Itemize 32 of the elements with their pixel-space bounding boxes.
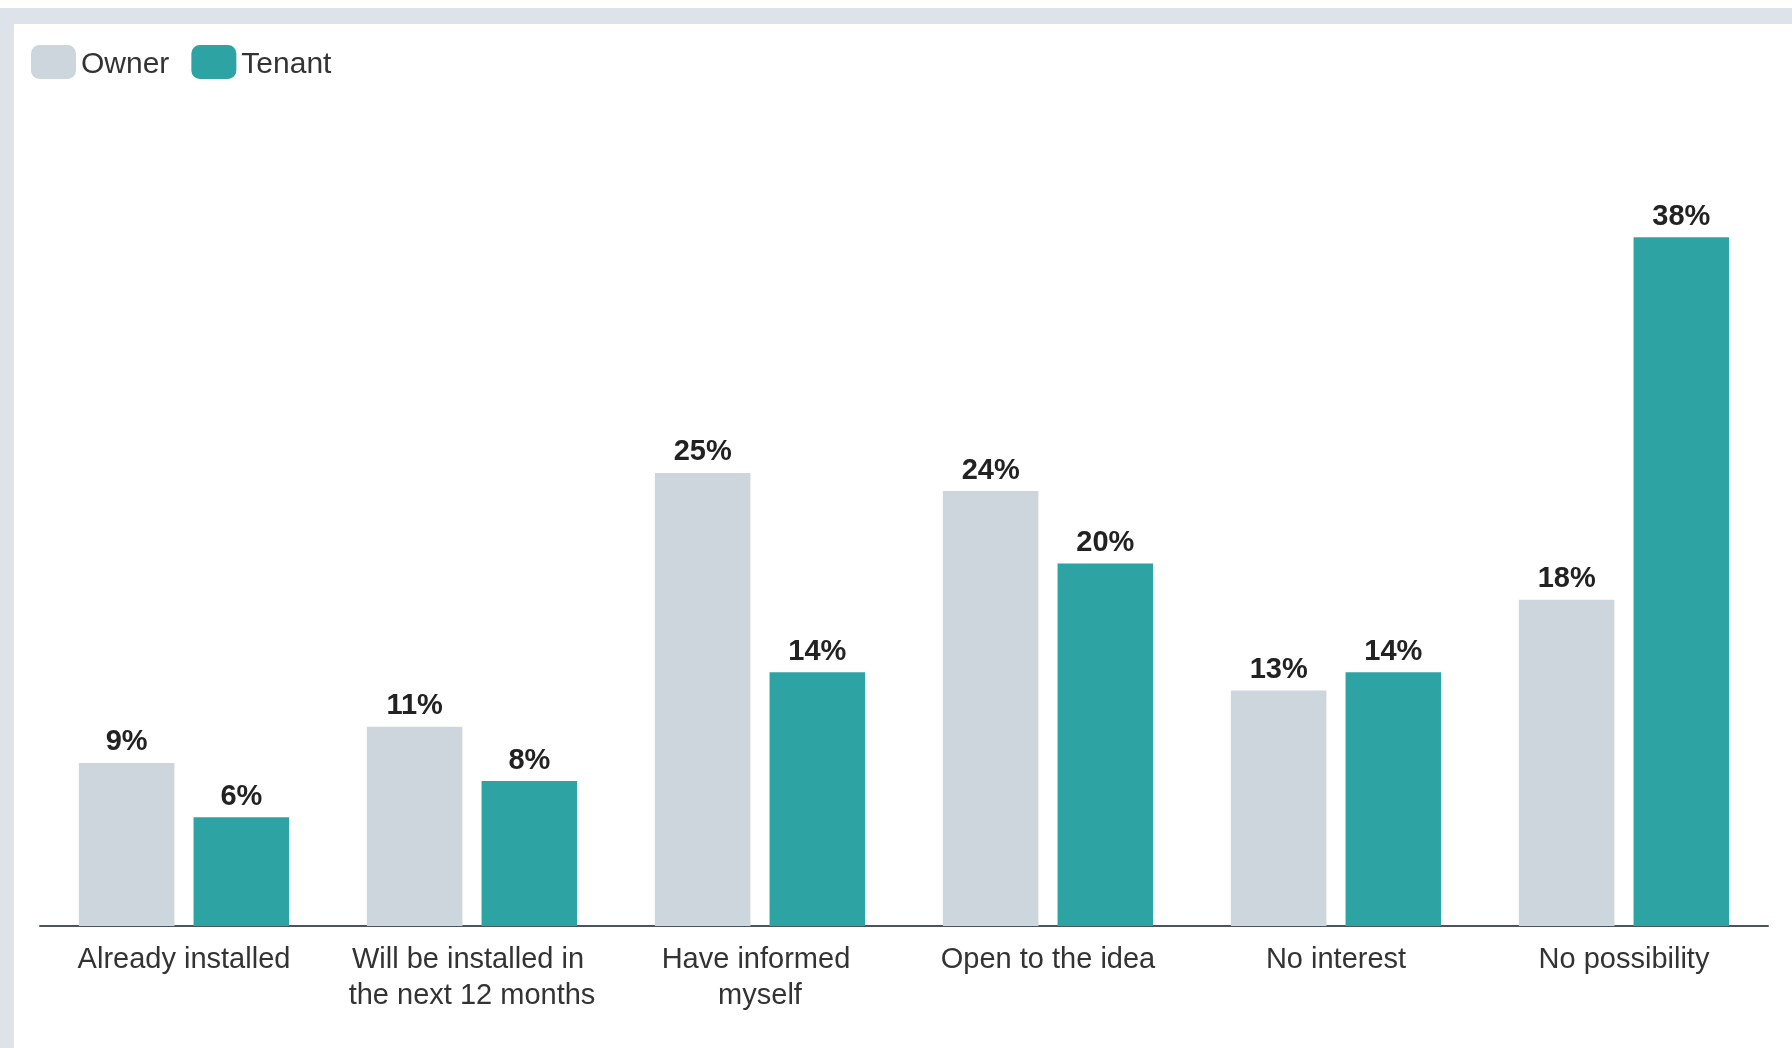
bar — [942, 491, 1039, 926]
legend-label: Owner — [81, 45, 170, 79]
data-label: 11% — [386, 688, 444, 721]
data-label: 8% — [508, 742, 551, 775]
data-label: 20% — [1076, 525, 1135, 557]
bar — [366, 726, 463, 926]
data-label: 14% — [1364, 633, 1423, 666]
x-tick-label: Open to the idea — [940, 942, 1157, 974]
data-label: 6% — [220, 778, 263, 811]
bar — [1518, 599, 1615, 926]
data-label: 14% — [788, 633, 847, 666]
bar — [769, 672, 866, 926]
x-tick-label: No interest — [1265, 942, 1407, 974]
data-label: 38% — [1652, 198, 1711, 231]
x-tick-label: Already installed — [77, 942, 291, 974]
bar — [193, 817, 290, 926]
bar — [1345, 672, 1442, 926]
data-label: 24% — [961, 452, 1020, 485]
bar — [1230, 690, 1327, 926]
bar — [654, 472, 751, 926]
x-tick-label: No possibility — [1538, 942, 1710, 974]
bar — [1633, 237, 1730, 926]
bar — [1057, 563, 1154, 926]
data-label: 25% — [673, 434, 732, 467]
x-tick-label: Have informed myself — [661, 942, 859, 1010]
bar — [481, 781, 578, 926]
bar — [78, 762, 175, 926]
data-label: 13% — [1249, 651, 1308, 684]
data-label: 18% — [1537, 561, 1596, 594]
data-label: 9% — [105, 724, 148, 757]
x-tick-label: Will be installed in the next 12 months — [348, 942, 596, 1010]
legend-label: Tenant — [241, 45, 333, 79]
